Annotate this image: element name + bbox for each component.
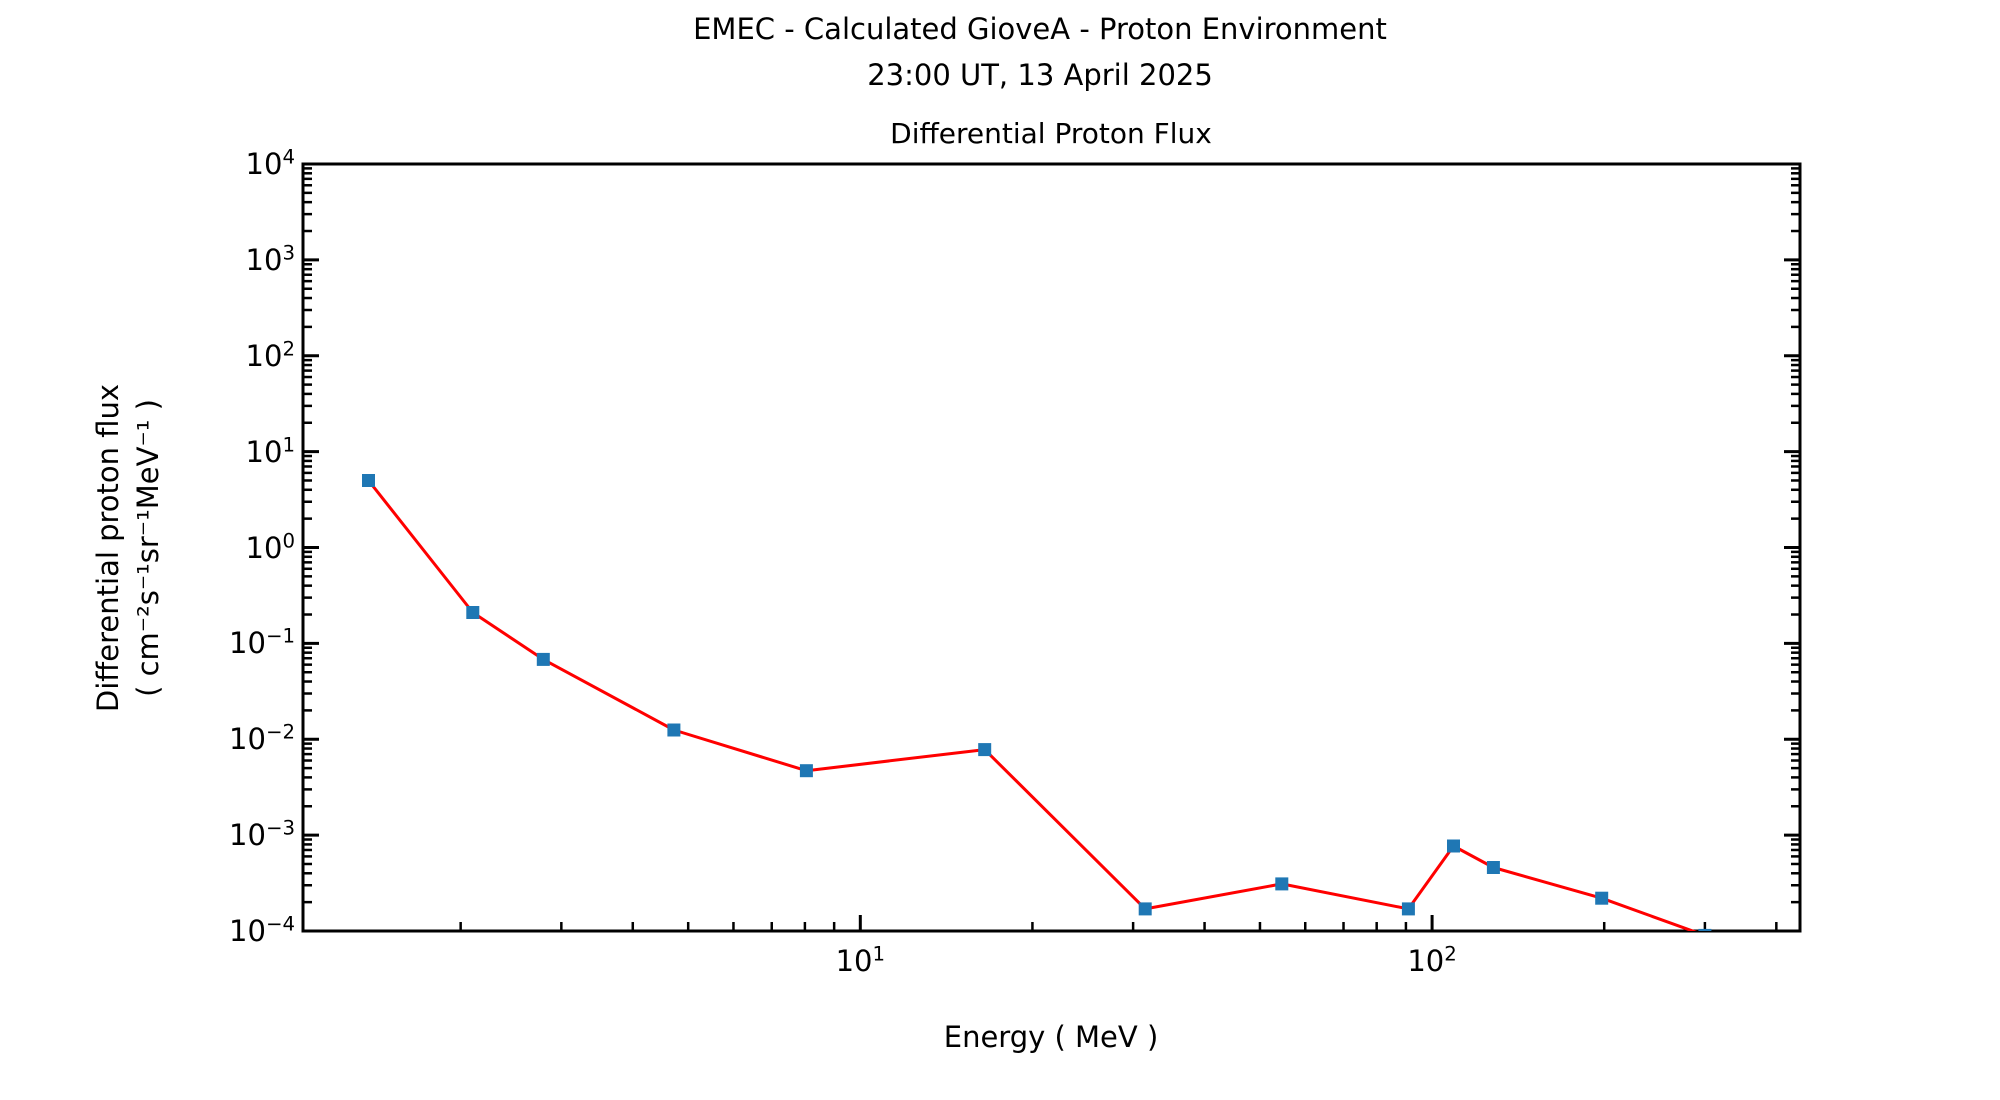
y-tick-label: 103 [245, 241, 295, 277]
data-point-marker [799, 764, 813, 778]
data-point-marker [536, 652, 550, 666]
data-point-marker [1486, 861, 1500, 874]
data-point-marker [1138, 902, 1152, 916]
chart-title: Differential Proton Flux [890, 117, 1212, 150]
y-tick-label: 102 [245, 337, 295, 373]
data-point-marker [1698, 928, 1712, 931]
x-axis-label: Energy ( MeV ) [943, 1020, 1159, 1054]
y-tick-label: 10−1 [229, 624, 295, 661]
figure-title: EMEC - Calculated GioveA - Proton Enviro… [693, 12, 1387, 46]
data-point-marker [667, 723, 681, 737]
y-tick-label: 101 [245, 432, 295, 469]
y-tick-label: 100 [245, 528, 295, 565]
y-tick-label: 10−3 [229, 816, 295, 853]
data-point-marker [1595, 891, 1609, 905]
data-point-marker [1275, 877, 1289, 891]
x-tick-label: 101 [835, 942, 886, 978]
y-tick-label: 10−4 [229, 912, 295, 948]
y-tick-label: 10−2 [229, 720, 295, 757]
x-tick-label: 102 [1407, 942, 1457, 978]
figure-subtitle: 23:00 UT, 13 April 2025 [867, 58, 1213, 92]
data-point-marker [1401, 902, 1415, 916]
data-point-marker [1447, 839, 1460, 853]
data-markers [362, 474, 1712, 931]
y-tick-label: 104 [245, 145, 295, 181]
data-point-marker [978, 743, 992, 757]
data-line [367, 479, 1698, 931]
data-point-marker [362, 474, 375, 487]
data-point-marker [466, 606, 480, 619]
